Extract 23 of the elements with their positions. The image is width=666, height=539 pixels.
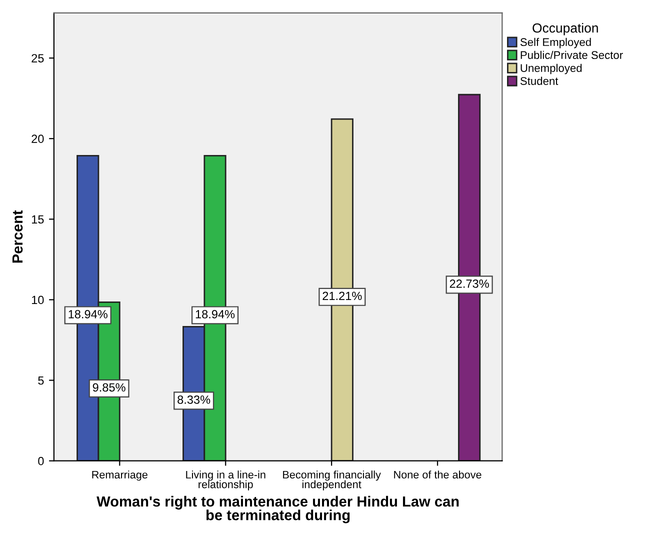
legend-label: Unemployed — [520, 64, 582, 74]
y-tick-label: 15 — [32, 215, 44, 224]
data-label: 8.33% — [178, 395, 210, 404]
x-tick-label: Remarriage — [92, 470, 148, 481]
data-label: 18.94% — [196, 310, 235, 318]
legend-label: Student — [520, 76, 558, 85]
y-axis-title: Percent — [12, 210, 23, 263]
legend-title: Occupation — [532, 22, 598, 36]
data-label: 21.21% — [322, 292, 362, 300]
legend-label: Public/Private Sector — [520, 50, 623, 60]
x-axis-title: Woman's right to maintenance under Hindu Law can be terminated during — [96, 496, 459, 524]
y-tick-label: 0 — [38, 456, 44, 466]
data-label: 18.94% — [68, 310, 108, 318]
y-tick-label: 25 — [32, 54, 44, 62]
data-label: 9.85% — [92, 383, 126, 392]
x-tick-label: Living in a line-in relationship — [186, 470, 266, 490]
y-tick-label: 20 — [32, 134, 44, 143]
data-label: 22.73% — [450, 279, 489, 288]
legend-label: Self Employed — [520, 38, 591, 48]
y-tick-label: 10 — [32, 296, 44, 304]
x-tick-label: Becoming financially independent — [283, 470, 381, 490]
y-tick-label: 5 — [38, 376, 44, 385]
x-tick-label: None of the above — [394, 470, 482, 479]
